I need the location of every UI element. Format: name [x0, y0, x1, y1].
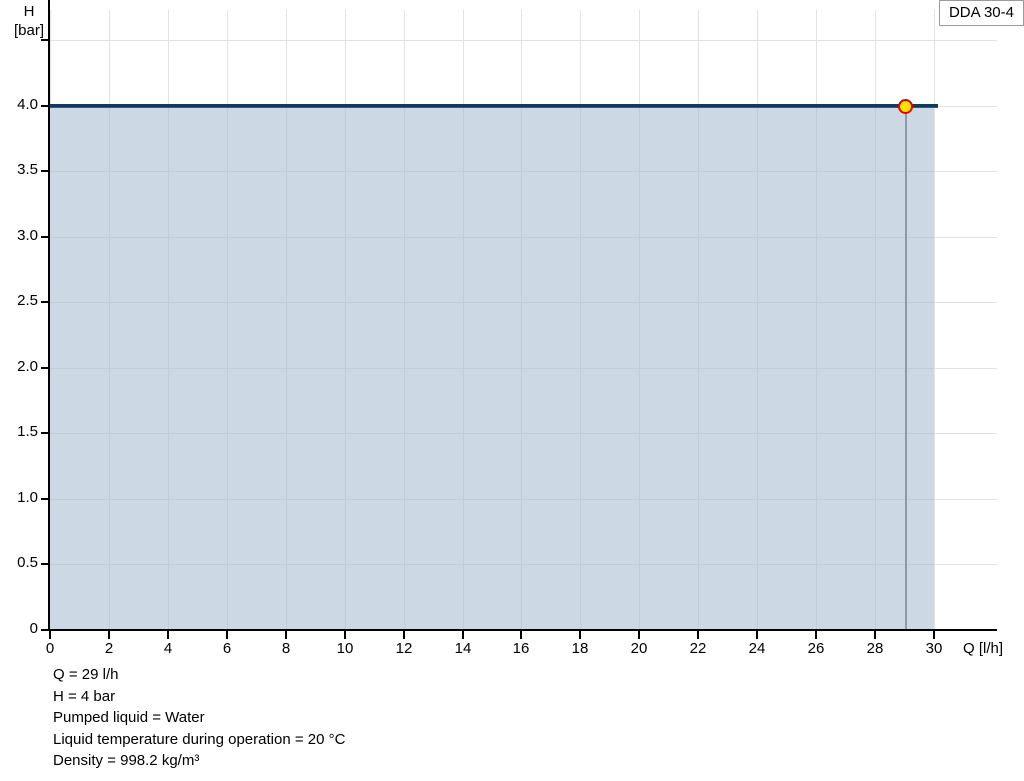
- gridline-vertical: [934, 10, 935, 630]
- y-axis-tick: [41, 498, 49, 500]
- gridline-horizontal-overlay: [50, 302, 934, 303]
- caption-line: Q = 29 l/h: [53, 666, 119, 683]
- y-axis-line: [48, 0, 50, 631]
- pump-curve-line[interactable]: [50, 104, 938, 108]
- x-axis-tick-label: 26: [807, 640, 825, 657]
- gridline-vertical-overlay: [875, 108, 876, 630]
- x-axis-tick: [344, 631, 346, 639]
- gridline-vertical-overlay: [639, 108, 640, 630]
- y-axis-tick: [41, 105, 49, 107]
- gridline-vertical-overlay: [521, 108, 522, 630]
- y-axis-tick-label: 3.5: [17, 161, 38, 178]
- x-axis-tick: [697, 631, 699, 639]
- x-axis-tick-label: 4: [163, 640, 173, 657]
- x-axis-tick: [462, 631, 464, 639]
- y-axis-tick-label: 0.5: [17, 554, 38, 571]
- gridline-horizontal-overlay: [50, 564, 934, 565]
- series-layer: [50, 10, 997, 630]
- x-axis-tick-label: 16: [512, 640, 530, 657]
- y-axis-tick-label: 2.0: [17, 358, 38, 375]
- x-axis-tick-label: 10: [336, 640, 354, 657]
- y-axis-tick: [41, 236, 49, 238]
- duty-point-marker[interactable]: [898, 99, 913, 114]
- x-axis-tick-label: 28: [866, 640, 884, 657]
- x-axis-tick: [403, 631, 405, 639]
- chart-caption: Q = 29 l/h H = 4 bar Pumped liquid = Water…: [53, 664, 345, 772]
- duty-point-vertical-line: [905, 108, 907, 630]
- gridline-horizontal-overlay: [50, 433, 934, 434]
- gridline-horizontal-overlay: [50, 171, 934, 172]
- gridline-vertical-overlay: [463, 108, 464, 630]
- x-axis-tick: [874, 631, 876, 639]
- y-axis-tick: [41, 432, 49, 434]
- x-axis-tick: [520, 631, 522, 639]
- x-axis-title: Q [l/h]: [963, 640, 1004, 657]
- x-axis-line: [48, 629, 997, 631]
- area-fill-region: [50, 10, 997, 630]
- x-axis-tick-label: 20: [630, 640, 648, 657]
- y-axis-title-unit: [bar]: [13, 22, 44, 39]
- x-axis-tick-label: 30: [925, 640, 943, 657]
- gridline-horizontal-overlay: [50, 237, 934, 238]
- plot-area: [50, 10, 997, 631]
- y-axis-title-symbol: H: [23, 3, 35, 20]
- gridline-horizontal: [50, 40, 997, 41]
- legend-box[interactable]: DDA 30-4: [938, 0, 1024, 26]
- x-axis-tick: [285, 631, 287, 639]
- y-axis-tick: [41, 563, 49, 565]
- x-axis-tick: [108, 631, 110, 639]
- x-axis-tick: [756, 631, 758, 639]
- gridline-vertical-overlay: [345, 108, 346, 630]
- y-axis-tick-label: 3.0: [17, 227, 38, 244]
- y-axis-tick: [41, 629, 49, 631]
- gridline-vertical-overlay: [698, 108, 699, 630]
- y-axis-tick: [41, 301, 49, 303]
- x-axis-tick: [226, 631, 228, 639]
- gridline-horizontal-overlay: [50, 499, 934, 500]
- gridline-vertical-overlay: [404, 108, 405, 630]
- x-axis-tick: [638, 631, 640, 639]
- y-axis-tick-label: 0: [29, 620, 38, 637]
- y-axis-title: H [bar]: [6, 2, 52, 40]
- y-axis-tick-label: 2.5: [17, 292, 38, 309]
- x-axis-tick-label: 6: [222, 640, 232, 657]
- x-axis-tick-label: 8: [281, 640, 291, 657]
- gridline-vertical-overlay: [286, 108, 287, 630]
- caption-line: H = 4 bar: [53, 687, 116, 705]
- x-axis-tick: [49, 631, 51, 639]
- x-axis-tick-label: 22: [689, 640, 707, 657]
- y-axis-tick: [41, 170, 49, 172]
- x-axis-tick-label: 18: [571, 640, 589, 657]
- x-axis-tick-label: 0: [45, 640, 55, 657]
- gridline-vertical-overlay: [816, 108, 817, 630]
- x-axis-tick-label: 24: [748, 640, 766, 657]
- x-axis-tick: [579, 631, 581, 639]
- curve-area-fill: [50, 108, 934, 630]
- caption-line: Pumped liquid = Water: [53, 709, 205, 727]
- x-axis-tick: [933, 631, 935, 639]
- gridline-vertical-overlay: [227, 108, 228, 630]
- caption-line: Density = 998.2 kg/m³: [53, 752, 200, 770]
- y-axis-tick-label: 1.5: [17, 423, 38, 440]
- gridline-horizontal-overlay: [50, 368, 934, 369]
- pump-curve-line-highlight: [50, 107, 938, 108]
- x-axis-tick: [167, 631, 169, 639]
- x-axis-tick-label: 12: [395, 640, 413, 657]
- x-axis-tick-label: 14: [454, 640, 472, 657]
- gridline-vertical-overlay: [109, 108, 110, 630]
- y-axis-tick-label: 1.0: [17, 489, 38, 506]
- x-axis-tick-label: 2: [104, 640, 114, 657]
- x-axis-tick: [815, 631, 817, 639]
- gridline-vertical-overlay: [580, 108, 581, 630]
- legend-label: DDA 30-4: [948, 4, 1014, 21]
- y-axis-tick: [41, 39, 49, 41]
- gridline-vertical-overlay: [757, 108, 758, 630]
- gridline-vertical-overlay: [168, 108, 169, 630]
- y-axis-tick: [41, 367, 49, 369]
- caption-line: Liquid temperature during operation = 20…: [53, 730, 346, 748]
- y-axis-tick-label: 4.0: [17, 96, 38, 113]
